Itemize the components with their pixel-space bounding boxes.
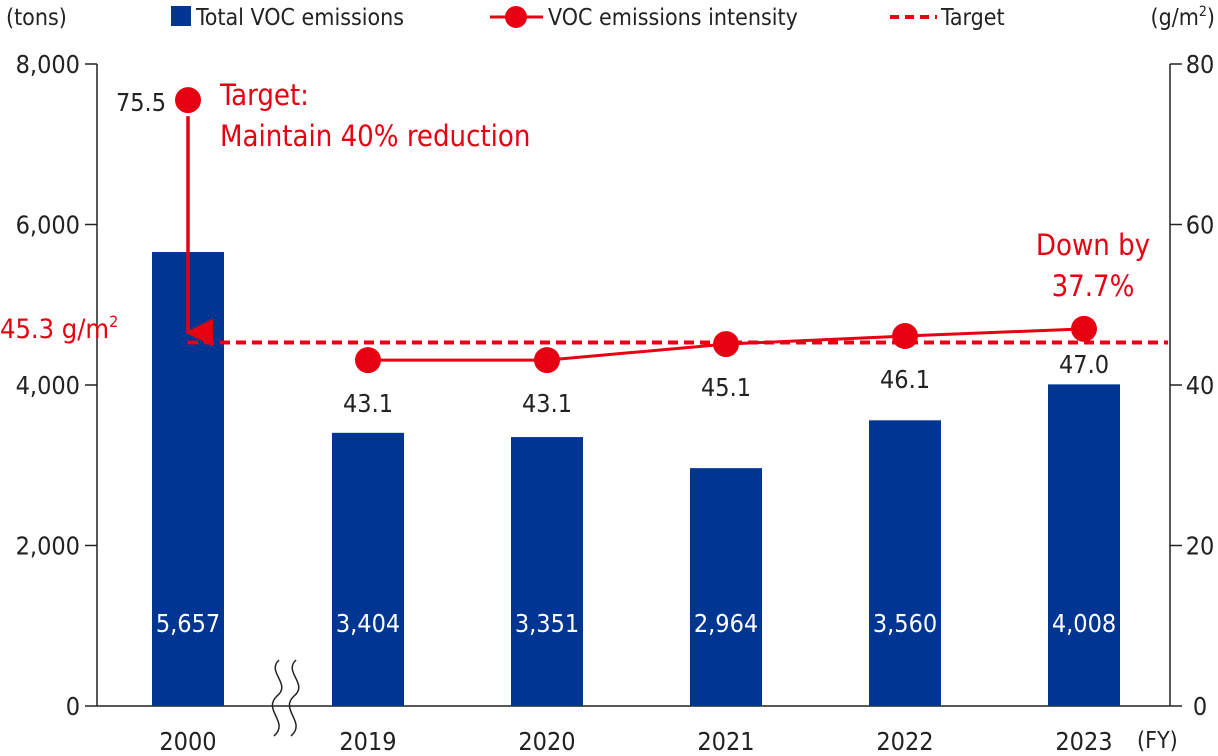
right-axis-unit: (g/m2) xyxy=(1151,4,1215,31)
legend-bar-swatch xyxy=(171,6,191,26)
left-axis-tick-label: 8,000 xyxy=(16,50,80,79)
intensity-value-label: 43.1 xyxy=(343,389,393,418)
left-axis-unit: (tons) xyxy=(6,5,67,31)
intensity-value-label: 75.5 xyxy=(116,88,166,117)
legend-line-marker xyxy=(505,6,527,28)
intensity-line-group: 75.5 43.1 43.1 45.1 46.1 47.0 xyxy=(116,87,1109,418)
x-axis-labels: 2000 2019 2020 2021 2022 2023 xyxy=(159,727,1112,756)
intensity-point-2022 xyxy=(892,323,918,350)
down-by-line2: 37.7% xyxy=(1052,269,1135,303)
down-by-line1: Down by xyxy=(1036,228,1150,262)
intensity-point-2019 xyxy=(355,347,381,374)
intensity-value-label: 46.1 xyxy=(880,365,930,394)
target-note-line1: Target: xyxy=(219,78,309,112)
bar-2019 xyxy=(332,432,404,706)
legend: Total VOC emissions VOC emissions intens… xyxy=(171,5,1005,31)
target-note-line2: Maintain 40% reduction xyxy=(220,119,530,153)
left-axis-tick-label: 2,000 xyxy=(16,532,80,561)
right-axis-tick-label: 40 xyxy=(1186,371,1215,400)
bar-value-label: 3,560 xyxy=(873,609,937,638)
left-axis: 0 2,000 4,000 6,000 8,000 xyxy=(16,50,98,721)
intensity-value-label: 47.0 xyxy=(1059,350,1109,379)
legend-line-label: VOC emissions intensity xyxy=(548,5,798,31)
x-axis-unit: (FY) xyxy=(1137,728,1178,754)
x-tick-label: 2022 xyxy=(876,727,933,756)
intensity-point-2020 xyxy=(534,347,560,374)
bar-2020 xyxy=(511,437,583,706)
bar-value-label: 3,404 xyxy=(336,609,400,638)
axis-break-icon xyxy=(271,659,300,737)
bar-value-label: 4,008 xyxy=(1052,609,1116,638)
right-axis-tick-label: 0 xyxy=(1193,692,1207,721)
left-axis-tick-label: 4,000 xyxy=(16,371,80,400)
left-axis-tick-label: 0 xyxy=(66,692,80,721)
bar-2021 xyxy=(690,468,762,706)
bar-value-label: 5,657 xyxy=(156,609,220,638)
intensity-point-2000 xyxy=(175,87,201,114)
right-axis: 0 20 40 60 80 xyxy=(1169,50,1215,721)
x-tick-label: 2020 xyxy=(518,727,575,756)
right-axis-tick-label: 20 xyxy=(1186,532,1215,561)
bar-value-label: 2,964 xyxy=(694,609,758,638)
x-tick-label: 2019 xyxy=(339,727,396,756)
intensity-point-2021 xyxy=(713,331,739,358)
target-value-label: 45.3 g/m2 xyxy=(0,312,118,345)
bar-value-label: 3,351 xyxy=(515,609,579,638)
x-tick-label: 2000 xyxy=(159,727,216,756)
bar-2023 xyxy=(1048,384,1120,706)
legend-target-label: Target xyxy=(940,5,1005,31)
right-axis-tick-label: 80 xyxy=(1186,50,1215,79)
x-tick-label: 2023 xyxy=(1055,727,1112,756)
x-tick-label: 2021 xyxy=(697,727,754,756)
bar-2022 xyxy=(869,420,941,706)
intensity-point-2023 xyxy=(1071,315,1097,342)
right-axis-tick-label: 60 xyxy=(1186,211,1215,240)
bars-group: 5,657 3,404 3,351 2,964 3,560 4,008 xyxy=(152,252,1120,706)
intensity-value-label: 43.1 xyxy=(522,389,572,418)
left-axis-tick-label: 6,000 xyxy=(16,211,80,240)
intensity-value-label: 45.1 xyxy=(701,373,751,402)
legend-bar-label: Total VOC emissions xyxy=(195,5,404,31)
